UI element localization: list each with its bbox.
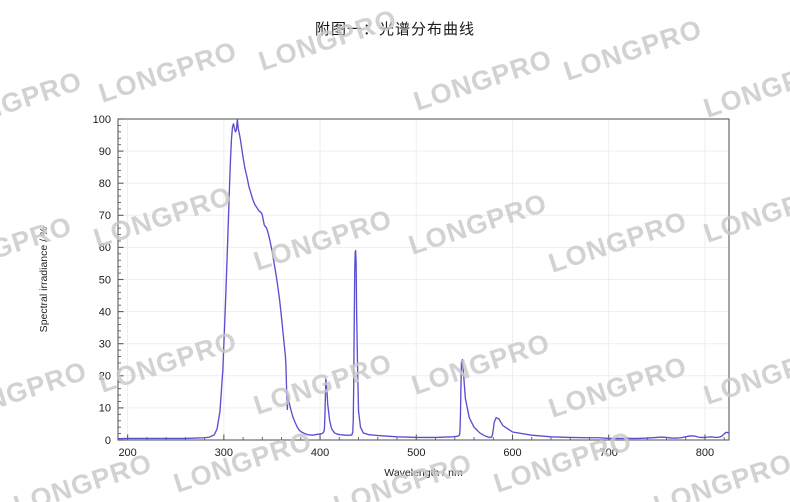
axis-labels: 0 10 20 30 40 50 60 70 80 90 100 200 300 400 500 600 700… — [38, 114, 714, 479]
y-tick-label: 70 — [99, 210, 111, 222]
x-axis-title: Wavelength / nm — [384, 467, 463, 479]
y-tick-label: 20 — [99, 371, 111, 383]
x-tick-label: 600 — [503, 447, 521, 459]
y-tick-label: 10 — [99, 403, 111, 415]
x-tick-label: 700 — [600, 447, 618, 459]
y-tick-label: 50 — [99, 274, 111, 286]
x-tick-label: 300 — [215, 447, 233, 459]
spectrum-line — [117, 118, 730, 440]
y-axis-title: Spectral irradiance / % — [38, 227, 50, 333]
y-tick-label: 0 — [105, 435, 111, 447]
x-tick-label: 400 — [311, 447, 329, 459]
spectrum-curve — [117, 118, 730, 440]
y-tick-label: 40 — [99, 306, 111, 318]
x-tick-label: 800 — [696, 447, 714, 459]
plot-frame — [117, 118, 730, 441]
page-title: 附图一：光谱分布曲线 — [314, 20, 475, 38]
y-tick-label: 30 — [99, 339, 111, 351]
gridlines — [118, 119, 729, 440]
y-tick-label: 80 — [99, 178, 111, 190]
x-tick-label: 500 — [407, 447, 425, 459]
y-tick-label: 60 — [99, 242, 111, 254]
y-tick-label: 100 — [93, 114, 111, 126]
x-tick-label: 200 — [118, 447, 136, 459]
y-tick-label: 90 — [99, 146, 111, 158]
